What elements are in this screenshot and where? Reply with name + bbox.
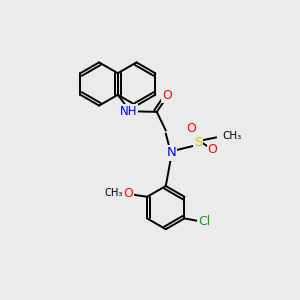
Text: N: N [166, 146, 176, 160]
Text: O: O [208, 142, 218, 156]
Text: O: O [123, 187, 133, 200]
Text: Cl: Cl [198, 215, 210, 229]
Text: O: O [162, 89, 172, 102]
Text: CH₃: CH₃ [105, 188, 123, 198]
Text: O: O [187, 122, 196, 135]
Text: S: S [194, 136, 202, 149]
Text: NH: NH [119, 105, 137, 118]
Text: CH₃: CH₃ [223, 131, 242, 141]
